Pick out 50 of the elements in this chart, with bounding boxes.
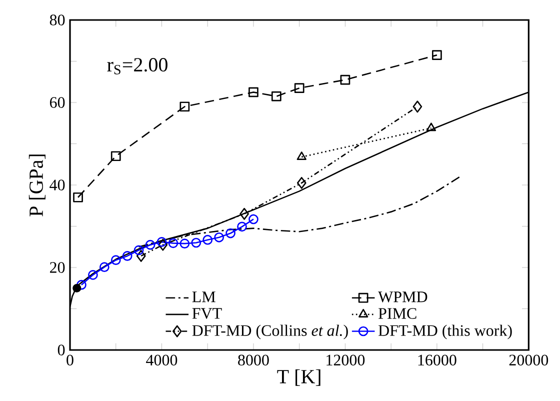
legend-label: FVT <box>192 308 222 319</box>
point <box>134 245 144 256</box>
point <box>180 238 190 249</box>
point <box>136 250 146 262</box>
y-tick-label: 80 <box>50 14 65 26</box>
x-tick-label: 16000 <box>418 354 456 366</box>
point <box>294 83 304 94</box>
point <box>168 238 178 248</box>
point <box>340 74 350 85</box>
y-tick-label: 60 <box>50 97 65 108</box>
x-tick-label: 0 <box>66 354 74 366</box>
point <box>158 238 168 251</box>
point <box>248 87 258 98</box>
point <box>110 151 121 162</box>
point <box>110 255 121 266</box>
x-axis-title: T [K] <box>277 369 320 386</box>
legend-label: DFT-MD (this work) <box>378 324 512 340</box>
point <box>240 208 249 220</box>
point <box>191 238 202 248</box>
point <box>214 232 224 242</box>
point <box>226 228 236 238</box>
x-tick-label: 12000 <box>326 354 365 366</box>
point <box>73 192 83 202</box>
annotation: r$_{S}$=2.00 <box>107 58 168 74</box>
point <box>412 100 422 113</box>
legend-label: PIMC <box>378 308 416 319</box>
y-tick-label: 0 <box>58 344 65 356</box>
legend-label: LM <box>192 292 216 302</box>
point <box>122 251 132 261</box>
point <box>76 280 86 290</box>
point <box>296 176 306 189</box>
point <box>237 222 247 232</box>
x-tick-label: 20000 <box>509 354 548 366</box>
point <box>88 270 98 280</box>
legend-label: DFT-MD (Collins et al.) <box>192 324 348 340</box>
point <box>202 234 213 245</box>
point <box>432 50 442 60</box>
point <box>271 91 282 102</box>
legend-label: WPMD <box>378 292 428 302</box>
point <box>180 102 190 112</box>
point <box>248 214 258 224</box>
x-tick-label: 4000 <box>146 354 178 366</box>
point <box>99 262 110 272</box>
y-axis-title: P [GPa] <box>28 154 46 216</box>
y-tick-label: 40 <box>50 180 65 190</box>
point <box>145 240 156 250</box>
y-tick-label: 20 <box>50 262 65 273</box>
point <box>72 284 82 292</box>
point <box>156 236 167 247</box>
x-tick-label: 8000 <box>238 354 269 366</box>
